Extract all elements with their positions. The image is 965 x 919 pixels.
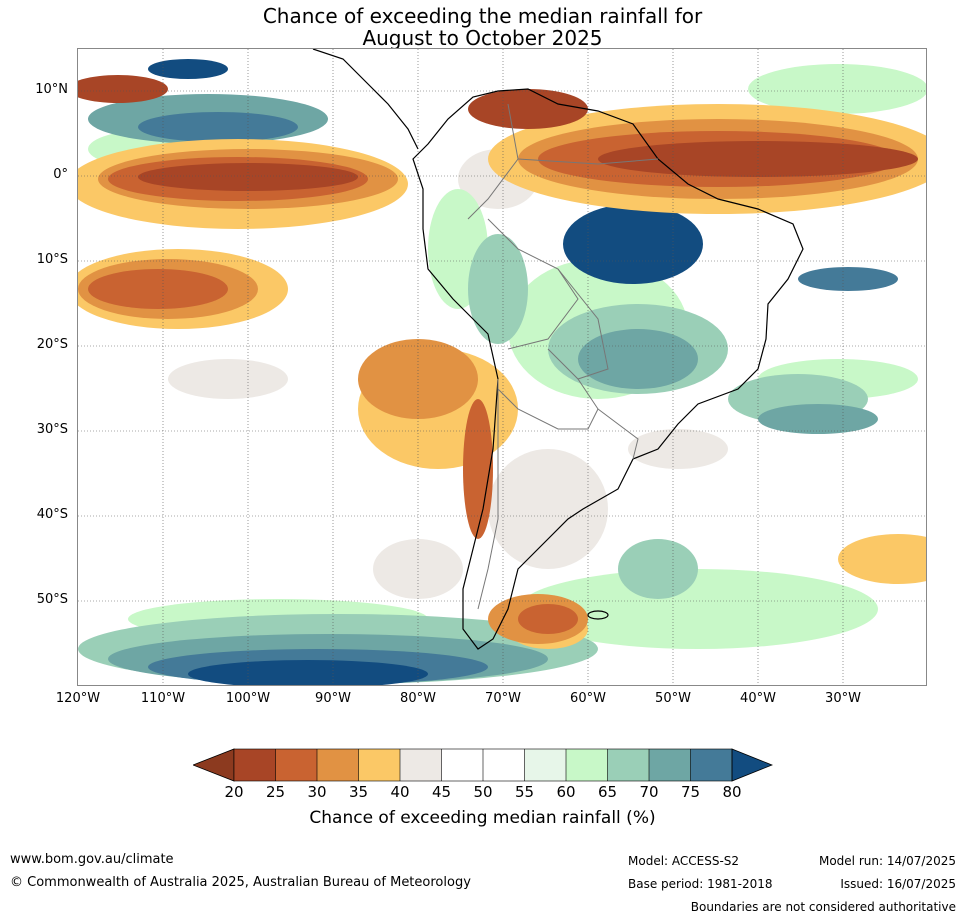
graticule [78, 49, 926, 685]
colorbar-50-55 [483, 749, 525, 781]
lon-label-70w: 70°W [485, 691, 521, 706]
south-america-coastline [412, 88, 804, 650]
lat-label-40s: 40°S [36, 507, 68, 522]
falkland-islands [587, 610, 609, 620]
country-borders [467, 103, 659, 610]
colorbar-65-70 [607, 749, 649, 781]
colorbar-tick-30: 30 [307, 783, 327, 801]
colorbar-tick-80: 80 [722, 783, 742, 801]
footer-copyright: © Commonwealth of Australia 2025, Austra… [10, 875, 471, 890]
colorbar-70-75 [649, 749, 691, 781]
colorbar-tick-65: 65 [597, 783, 618, 801]
colorbar-55-60 [524, 749, 566, 781]
lon-label-90w: 90°W [315, 691, 351, 706]
lon-label-80w: 80°W [400, 691, 436, 706]
colorbar-35-40 [358, 749, 400, 781]
colorbar-20-25 [234, 749, 276, 781]
footer-model-run: Model run: 14/07/2025 [818, 854, 956, 868]
colorbar-label: Chance of exceeding median rainfall (%) [309, 808, 656, 828]
colorbar-60-65 [566, 749, 608, 781]
footer-base-period: Base period: 1981-2018 [628, 877, 773, 891]
lon-label-60w: 60°W [570, 691, 606, 706]
lon-label-100w: 100°W [225, 691, 271, 706]
lat-label-20s: 20°S [36, 337, 68, 352]
colorbar-tick-20: 20 [224, 783, 244, 801]
colorbar-tick-75: 75 [680, 783, 701, 801]
colorbar-tick-70: 70 [639, 783, 659, 801]
lat-label-50s: 50°S [36, 592, 68, 607]
map-title-line-1: Chance of exceeding the median rainfall … [262, 4, 703, 28]
extreme-dry-areas [78, 75, 918, 191]
colorbar-tick-45: 45 [431, 783, 452, 801]
lon-label-110w: 110°W [140, 691, 186, 706]
colorbar-tick-60: 60 [556, 783, 576, 801]
central-america-coastline [312, 49, 419, 150]
colorbar-25-30 [275, 749, 317, 781]
extreme-wet-areas [148, 59, 703, 685]
rainfall-map [77, 48, 927, 686]
lat-label-10n: 10°N [35, 82, 68, 97]
map-title-line-2: August to October 2025 [362, 26, 603, 50]
colorbar-30-35 [317, 749, 359, 781]
lon-label-50w: 50°W [655, 691, 691, 706]
colorbar-45-50 [441, 749, 483, 781]
colorbar-tick-40: 40 [390, 783, 410, 801]
lon-label-30w: 30°W [825, 691, 861, 706]
colorbar-below-20 [193, 748, 235, 782]
lon-label-40w: 40°W [740, 691, 776, 706]
colorbar-above-80 [731, 748, 773, 782]
colorbar-tick-50: 50 [473, 783, 493, 801]
colorbar-tick-35: 35 [348, 783, 369, 801]
near-normal-areas [168, 149, 728, 599]
lat-label-0: 0° [53, 167, 68, 182]
lat-label-10s: 10°S [36, 252, 68, 267]
colorbar-tick-25: 25 [265, 783, 286, 801]
colorbar-tick-55: 55 [514, 783, 535, 801]
lon-label-120w: 120°W [55, 691, 101, 706]
lat-label-30s: 30°S [36, 422, 68, 437]
colorbar-40-45 [400, 749, 442, 781]
footer-boundaries-note: Boundaries are not considered authoritat… [690, 900, 956, 914]
footer-issued: Issued: 16/07/2025 [840, 877, 956, 891]
footer-url[interactable]: www.bom.gov.au/climate [10, 852, 174, 867]
colorbar [193, 748, 773, 782]
footer-model: Model: ACCESS-S2 [628, 854, 740, 868]
colorbar-75-80 [690, 749, 732, 781]
